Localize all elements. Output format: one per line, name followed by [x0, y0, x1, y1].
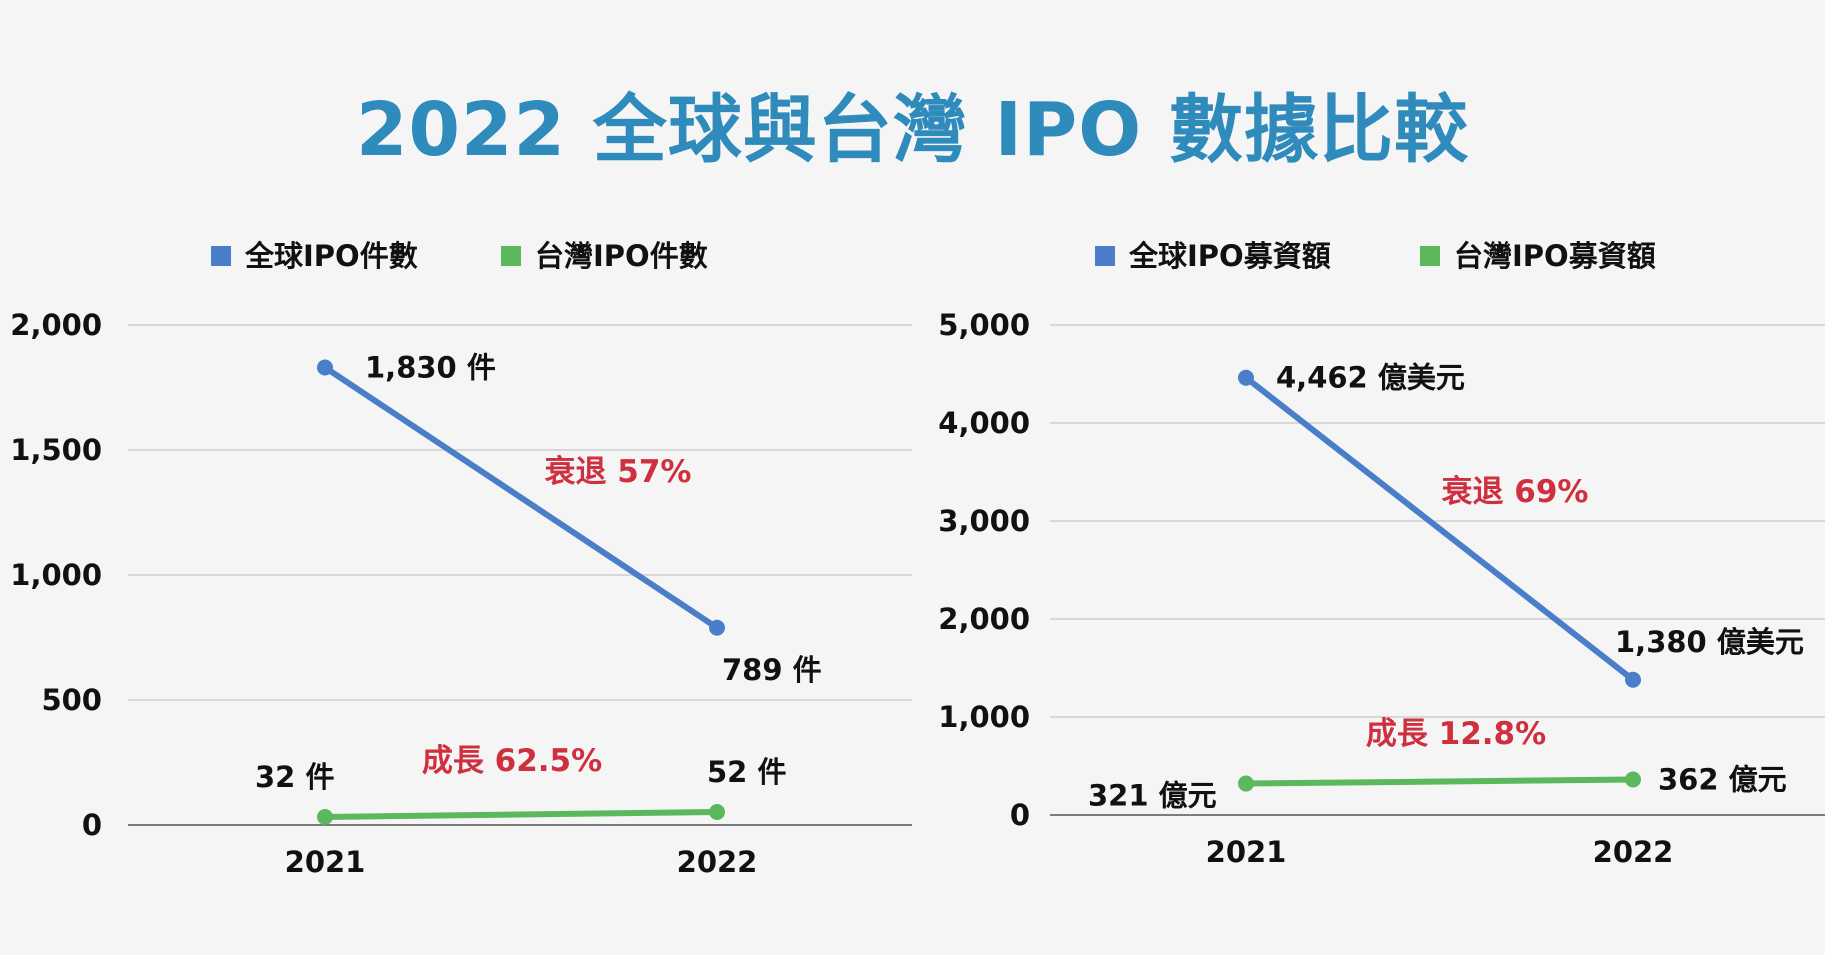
chart1-series-line — [322, 809, 720, 820]
chart1-y-tick-label: 500 — [41, 683, 102, 717]
chart2-y-tick-label: 2,000 — [938, 602, 1030, 636]
chart2-data-point — [1238, 369, 1254, 386]
chart1-y-tick-label: 0 — [82, 808, 102, 842]
chart1-annotation: 成長 62.5% — [422, 743, 602, 779]
chart2-annotation: 成長 12.8% — [1366, 716, 1546, 752]
chart1-y-tick-label: 1,500 — [10, 433, 102, 467]
chart1-data-label: 789 件 — [722, 653, 822, 687]
chart2-legend-label: 台灣IPO募資額 — [1454, 239, 1656, 273]
chart2-data-label: 362 億元 — [1658, 763, 1787, 797]
chart1-legend-swatch — [211, 246, 231, 266]
chart2-series-line — [1243, 776, 1636, 787]
chart2-annotation: 衰退 69% — [1442, 474, 1589, 510]
chart1-y-tick-label: 2,000 — [10, 308, 102, 342]
chart1-legend-swatch — [501, 246, 521, 266]
chart1-data-label: 1,830 件 — [365, 351, 496, 385]
chart1-x-tick-label: 2021 — [285, 845, 366, 879]
chart2-data-point — [1238, 775, 1254, 792]
chart2-legend-label: 全球IPO募資額 — [1128, 239, 1331, 273]
chart2-y-tick-label: 0 — [1010, 798, 1030, 832]
chart1-x-tick-label: 2022 — [677, 845, 758, 879]
chart1-data-point — [709, 804, 725, 820]
chart2-y-tick-label: 4,000 — [938, 406, 1030, 440]
page-title: 2022 全球與台灣 IPO 數據比較 — [356, 87, 1469, 173]
chart1-data-point — [317, 809, 333, 825]
chart2-data-label: 1,380 億美元 — [1615, 625, 1804, 659]
chart2-data-point — [1625, 671, 1641, 688]
chart1-data-label: 32 件 — [255, 760, 334, 794]
chart1-data-point — [709, 619, 725, 636]
chart2-data-point — [1625, 771, 1641, 788]
chart1-series-line — [322, 364, 720, 631]
chart1-data-point — [317, 359, 333, 376]
chart2-x-tick-label: 2022 — [1593, 835, 1674, 869]
chart1-annotation: 衰退 57% — [545, 454, 692, 490]
chart2-legend-swatch — [1095, 246, 1115, 266]
chart1-legend-label: 台灣IPO件數 — [535, 239, 708, 273]
chart2-y-tick-label: 5,000 — [938, 308, 1030, 342]
chart2-data-label: 4,462 億美元 — [1276, 361, 1465, 395]
chart1-legend-label: 全球IPO件數 — [244, 239, 418, 273]
chart1-y-tick-label: 1,000 — [10, 558, 102, 592]
chart1-data-label: 52 件 — [707, 755, 786, 789]
chart2-legend-swatch — [1420, 246, 1440, 266]
chart2-y-tick-label: 3,000 — [938, 504, 1030, 538]
chart2-x-tick-label: 2021 — [1206, 835, 1287, 869]
chart2-series-line — [1243, 374, 1636, 683]
chart2-y-tick-label: 1,000 — [938, 700, 1030, 734]
chart2-data-label: 321 億元 — [1088, 779, 1217, 813]
